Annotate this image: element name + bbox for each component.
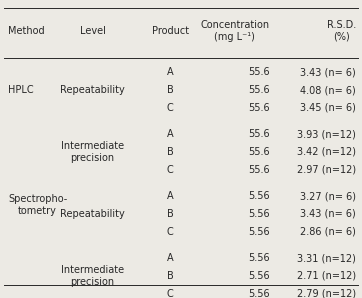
- Text: 55.6: 55.6: [248, 103, 269, 113]
- Text: 5.56: 5.56: [248, 253, 269, 263]
- Text: 3.45 (n= 6): 3.45 (n= 6): [300, 103, 356, 113]
- Text: 2.79 (n=12): 2.79 (n=12): [297, 288, 356, 298]
- Text: 3.31 (n=12): 3.31 (n=12): [297, 253, 356, 263]
- Text: 55.6: 55.6: [248, 147, 269, 157]
- Text: 55.6: 55.6: [248, 85, 269, 95]
- Text: Spectropho-
tometry: Spectropho- tometry: [8, 194, 67, 216]
- Text: 4.08 (n= 6): 4.08 (n= 6): [300, 85, 356, 95]
- Text: Intermediate
precision: Intermediate precision: [61, 265, 124, 287]
- Text: A: A: [167, 191, 173, 201]
- Text: 55.6: 55.6: [248, 165, 269, 175]
- Text: 5.56: 5.56: [248, 191, 269, 201]
- Text: Level: Level: [80, 26, 106, 36]
- Text: B: B: [167, 147, 173, 157]
- Text: Product: Product: [152, 26, 189, 36]
- Text: 3.27 (n= 6): 3.27 (n= 6): [300, 191, 356, 201]
- Text: 5.56: 5.56: [248, 227, 269, 237]
- Text: HPLC: HPLC: [8, 85, 34, 95]
- Text: 2.86 (n= 6): 2.86 (n= 6): [300, 227, 356, 237]
- Text: 3.43 (n= 6): 3.43 (n= 6): [300, 67, 356, 77]
- Text: Repeatability: Repeatability: [60, 209, 125, 219]
- Text: C: C: [167, 165, 173, 175]
- Text: R.S.D.
(%): R.S.D. (%): [327, 20, 356, 42]
- Text: 2.97 (n=12): 2.97 (n=12): [297, 165, 356, 175]
- Text: C: C: [167, 288, 173, 298]
- Text: A: A: [167, 129, 173, 139]
- Text: 55.6: 55.6: [248, 129, 269, 139]
- Text: C: C: [167, 103, 173, 113]
- Text: 3.93 (n=12): 3.93 (n=12): [297, 129, 356, 139]
- Text: Concentration
(mg L⁻¹): Concentration (mg L⁻¹): [200, 20, 269, 42]
- Text: B: B: [167, 271, 173, 281]
- Text: A: A: [167, 67, 173, 77]
- Text: 2.71 (n=12): 2.71 (n=12): [297, 271, 356, 281]
- Text: Intermediate
precision: Intermediate precision: [61, 141, 124, 163]
- Text: 55.6: 55.6: [248, 67, 269, 77]
- Text: Repeatability: Repeatability: [60, 85, 125, 95]
- Text: A: A: [167, 253, 173, 263]
- Text: 5.56: 5.56: [248, 288, 269, 298]
- Text: B: B: [167, 85, 173, 95]
- Text: 5.56: 5.56: [248, 209, 269, 219]
- Text: B: B: [167, 209, 173, 219]
- Text: 3.43 (n= 6): 3.43 (n= 6): [300, 209, 356, 219]
- Text: C: C: [167, 227, 173, 237]
- Text: 5.56: 5.56: [248, 271, 269, 281]
- Text: Method: Method: [8, 26, 45, 36]
- Text: 3.42 (n=12): 3.42 (n=12): [297, 147, 356, 157]
